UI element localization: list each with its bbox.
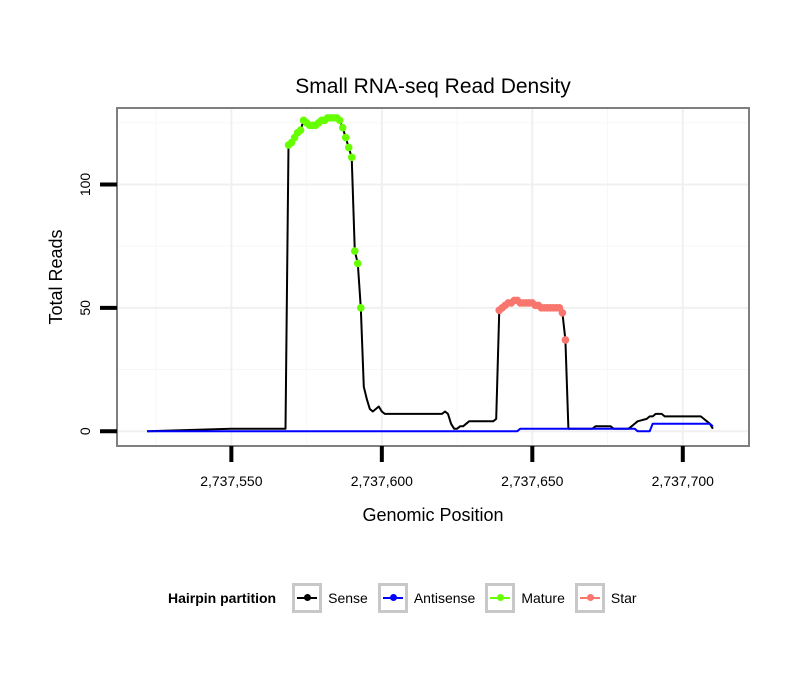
series-line-antisense <box>147 422 714 433</box>
x-tick-label: 2,737,700 <box>652 473 714 489</box>
data-point-mature <box>350 247 359 255</box>
legend-key-sense <box>292 583 323 613</box>
legend-label-antisense: Antisense <box>413 590 476 606</box>
y-tick-label: 100 <box>77 173 93 197</box>
data-point-mature <box>338 123 347 132</box>
data-point-mature <box>353 259 362 268</box>
data-point-mature <box>347 153 356 162</box>
x-axis-label: Genomic Position <box>362 505 503 525</box>
legend-key-star <box>574 583 605 613</box>
y-tick-label: 50 <box>77 300 93 316</box>
legend-label-sense: Sense <box>328 590 368 606</box>
plot-panel <box>117 108 749 446</box>
legend-key-antisense <box>377 583 408 613</box>
y-axis-label: Total Reads <box>46 229 66 324</box>
legend-item-sense: Sense <box>292 583 372 613</box>
legend-title: Hairpin partition <box>168 590 277 606</box>
legend-label-mature: Mature <box>521 590 565 606</box>
chart-title: Small RNA-seq Read Density <box>295 75 571 98</box>
data-point-mature <box>356 304 365 312</box>
series-layer <box>147 114 714 433</box>
data-point-star <box>558 308 567 317</box>
legend-label-star: Star <box>610 590 637 606</box>
x-tick-label: 2,737,650 <box>501 473 563 489</box>
data-point-mature <box>296 126 305 135</box>
plot-border <box>116 107 750 447</box>
legend-key-mature <box>485 583 516 613</box>
legend-item-antisense: Antisense <box>377 583 479 613</box>
data-point-mature <box>344 143 353 152</box>
legend: Hairpin partition Sense Antisense Mature… <box>168 580 647 616</box>
data-point-star <box>561 336 570 344</box>
y-tick-label: 0 <box>77 427 93 435</box>
legend-item-star: Star <box>574 583 641 613</box>
axes: 2,737,550 2,737,600 2,737,650 2,737,700 0 50 1… <box>77 173 714 489</box>
legend-item-mature: Mature <box>485 583 569 613</box>
x-tick-label: 2,737,550 <box>200 473 262 489</box>
data-point-mature <box>335 116 344 125</box>
x-tick-label: 2,737,600 <box>351 473 413 489</box>
data-point-mature <box>341 133 350 142</box>
